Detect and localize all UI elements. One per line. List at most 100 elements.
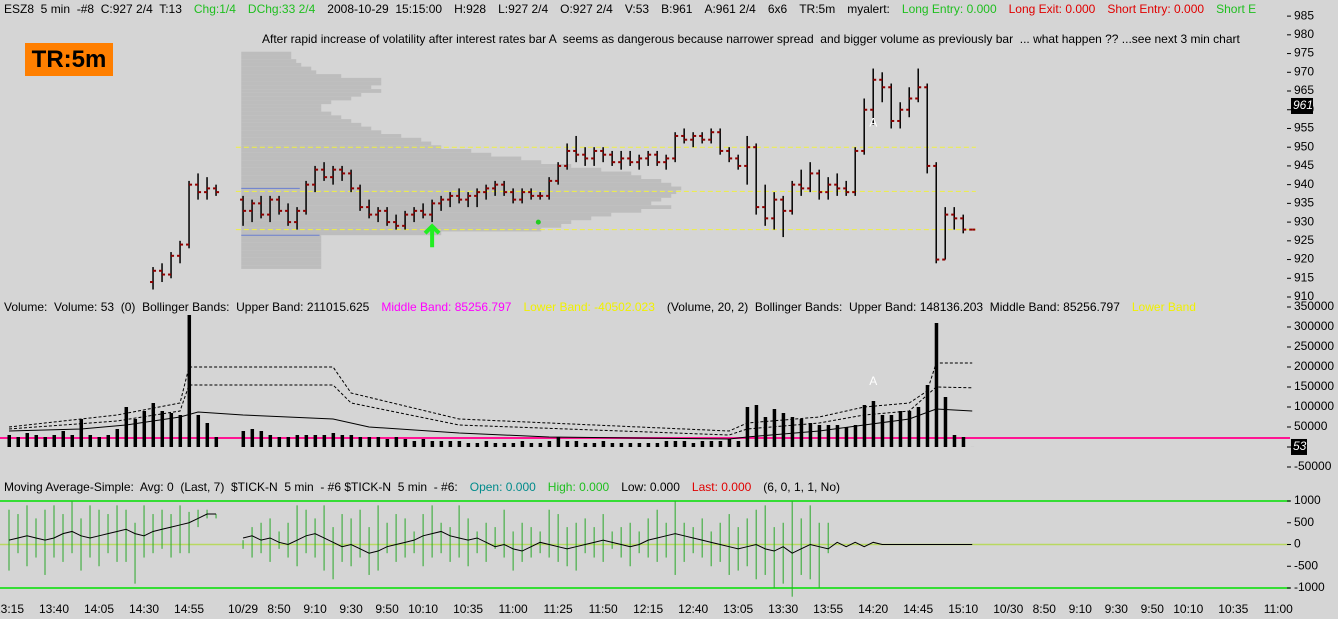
volume-bar: [52, 435, 57, 447]
y-tick-label: 350000: [1294, 299, 1334, 313]
x-tick-label: 10:35: [453, 602, 483, 616]
x-tick-label: 14:20: [858, 602, 888, 616]
header-field: O:927 2/4: [560, 2, 613, 16]
profile-bar: [241, 235, 322, 239]
volume-bar: [340, 435, 345, 447]
volume-bar: [475, 443, 480, 447]
moving-average: [242, 530, 973, 554]
volume-bar: [691, 443, 696, 447]
profile-bar: [241, 246, 322, 251]
header-field: Lower Band: -40502.023: [523, 300, 655, 314]
volume-panel: A: [0, 315, 1290, 447]
x-tick-label: 10:10: [1173, 602, 1203, 616]
volume-bar: [682, 441, 687, 447]
profile-bar: [241, 265, 322, 269]
volume-bar: [25, 433, 30, 447]
profile-bar: [241, 164, 572, 168]
x-tick-label: 10/29: [228, 602, 258, 616]
x-tick-label: 10:10: [408, 602, 438, 616]
volume-bar: [205, 423, 210, 447]
y-tick-label: 500: [1294, 515, 1314, 529]
band-line: [8, 384, 973, 436]
volume-bar: [178, 415, 183, 447]
header-field: (6, 0, 1, 1, No): [763, 480, 840, 494]
header-field: B:961: [661, 2, 693, 16]
profile-bar: [241, 175, 642, 180]
volume-bar: [772, 409, 777, 447]
y-tick-label: 930: [1294, 214, 1314, 228]
header-field: Low: 0.000: [621, 480, 680, 494]
profile-bar: [241, 122, 362, 127]
volume-bar: [250, 429, 255, 447]
volume-bar: [538, 443, 543, 447]
profile-bar: [241, 59, 297, 63]
volume-bar: [934, 323, 939, 447]
profile-bar: [241, 74, 342, 78]
header-field: A:961 2/4: [704, 2, 756, 16]
arrow-marker: [423, 223, 441, 248]
x-tick-label: 14:30: [129, 602, 159, 616]
volume-bar: [448, 441, 453, 447]
volume-bar: [826, 425, 831, 447]
price-header: ESZ8 5 min -#8 C:927 2/4 T:13 Chg:1/4 DChg…: [4, 1, 1290, 17]
volume-bar: [556, 437, 561, 447]
volume-bar: [43, 437, 48, 447]
volume-bar: [709, 441, 714, 447]
profile-bar: [241, 119, 352, 123]
volume-bar: [241, 431, 246, 447]
volume-bar: [529, 443, 534, 447]
volume-bar: [106, 435, 111, 447]
volume-bar: [673, 441, 678, 447]
x-tick-label: 11:00: [499, 602, 528, 616]
y-tick-label: 200000: [1294, 359, 1334, 373]
volume-bar: [97, 437, 102, 447]
marker-label: A: [869, 374, 877, 388]
y-tick-label: 980: [1294, 27, 1314, 41]
header-field: Long Entry: 0.000: [901, 2, 997, 16]
volume-bar: [214, 437, 219, 447]
moving-average: [8, 513, 217, 541]
x-tick-label: 10:35: [1218, 602, 1248, 616]
header-field: Long Exit: 0.000: [1008, 2, 1096, 16]
profile-bar: [241, 66, 312, 71]
volume-bar: [664, 441, 669, 447]
profile-bar: [241, 231, 442, 236]
profile-bar: [241, 104, 322, 108]
profile-bar: [241, 253, 322, 258]
volume-bar: [376, 437, 381, 447]
annotation: After rapid increase of volatility after…: [262, 32, 1240, 46]
profile-bar: [241, 126, 372, 131]
y-tick-label: -1000: [1294, 580, 1325, 594]
volume-bar: [7, 435, 12, 447]
header-field: L:927 2/4: [498, 2, 549, 16]
volume-bar: [763, 417, 768, 447]
profile-bar: [241, 62, 302, 67]
y-tick-label: 975: [1294, 46, 1314, 60]
volume-bar: [520, 441, 525, 447]
volume-bar: [61, 431, 66, 447]
volume-bar: [655, 443, 660, 447]
profile-bar: [241, 92, 362, 97]
x-tick-label: 9:50: [375, 602, 399, 616]
band-line: [8, 408, 973, 440]
volume-bar: [844, 427, 849, 447]
profile-bar: [241, 186, 682, 191]
x-tick-label: 9:30: [1105, 602, 1129, 616]
y-tick-label: 985: [1294, 8, 1314, 22]
volume-bar: [628, 443, 633, 447]
volume-bar: [583, 443, 588, 447]
y-tick-label: 945: [1294, 158, 1314, 172]
x-tick-label: 12:15: [633, 602, 663, 616]
volume-bar: [961, 437, 966, 447]
price-marker-box: [1291, 97, 1313, 114]
volume-bar: [457, 441, 462, 447]
header-field: Middle Band: 85256.797: [381, 300, 512, 314]
volume-bar: [898, 411, 903, 447]
x-tick-label: 11:00: [1264, 602, 1293, 616]
profile-bar: [241, 220, 572, 224]
x-tick-label: 13:05: [723, 602, 753, 616]
volume-bar: [601, 441, 606, 447]
x-tick-label: 8:50: [1033, 602, 1057, 616]
volume-bar: [358, 437, 363, 447]
